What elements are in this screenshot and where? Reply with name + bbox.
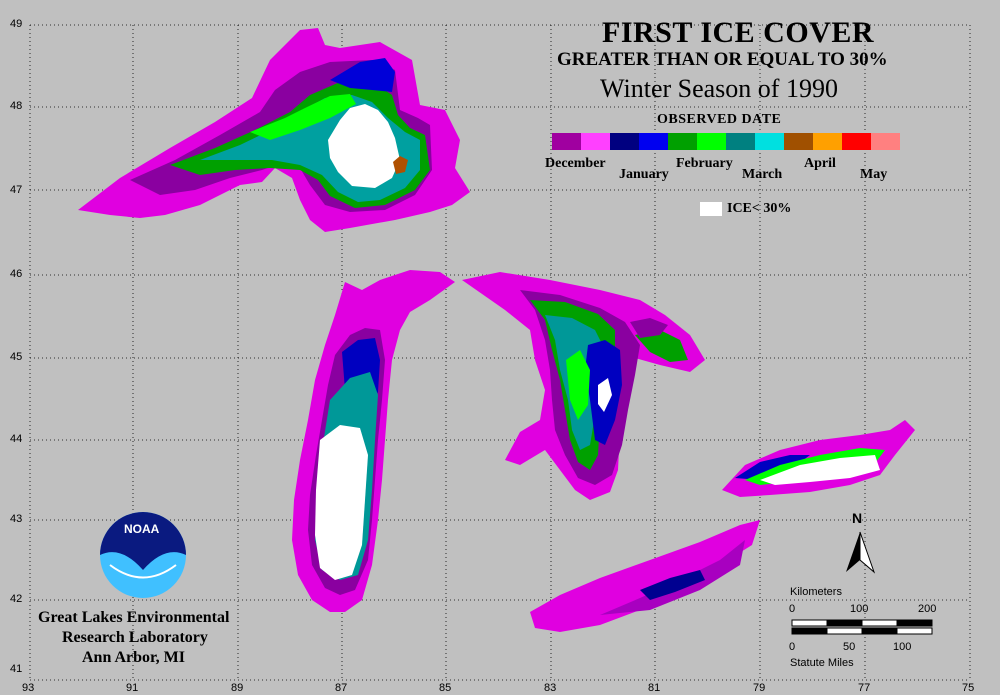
lon-tick: 93: [22, 682, 35, 694]
scale-km-tick: 200: [918, 603, 937, 615]
ice-lt-30-swatch: [700, 202, 722, 216]
legend-swatch: [784, 133, 813, 150]
legend-swatch: [581, 133, 610, 150]
ice-lt-30-label: ICE< 30%: [727, 201, 792, 216]
lon-tick: 81: [648, 682, 661, 694]
legend-swatch: [552, 133, 581, 150]
scale-mi-tick: 50: [843, 641, 856, 653]
legend-month-dec: December: [545, 156, 606, 171]
lon-tick: 85: [439, 682, 452, 694]
org-line-2: Research Laboratory: [62, 629, 208, 646]
legend-month-may: May: [860, 167, 888, 182]
lake-huron: [462, 272, 705, 500]
lat-tick: 43: [10, 513, 23, 525]
legend-swatch: [639, 133, 668, 150]
lake-ontario: [722, 420, 915, 497]
scale-km-tick: 100: [850, 603, 869, 615]
lat-tick: 44: [10, 433, 23, 445]
lat-tick: 47: [10, 184, 23, 196]
lon-tick: 79: [753, 682, 766, 694]
legend-swatch: [813, 133, 842, 150]
lon-tick: 83: [544, 682, 557, 694]
legend-month-apr: April: [804, 156, 836, 171]
lat-tick: 41: [10, 663, 23, 675]
scale-mi-label: Statute Miles: [790, 657, 854, 669]
legend-swatch: [610, 133, 639, 150]
scale-km-tick: 0: [789, 603, 796, 615]
org-line-1: Great Lakes Environmental: [38, 609, 230, 626]
season-label: Winter Season of 1990: [600, 74, 838, 103]
scale-mi-tick: 0: [789, 641, 796, 653]
legend-swatch: [842, 133, 871, 150]
legend-heading: OBSERVED DATE: [657, 112, 782, 127]
lat-tick: 46: [10, 268, 23, 280]
lat-tick: 45: [10, 351, 23, 363]
org-line-3: Ann Arbor, MI: [82, 649, 185, 666]
legend-swatch: [755, 133, 784, 150]
legend-swatch: [668, 133, 697, 150]
lake-superior: [78, 28, 470, 232]
noaa-logo-text: NOAA: [124, 522, 160, 536]
lon-tick: 77: [858, 682, 871, 694]
scale-km-label: Kilometers: [790, 586, 842, 598]
legend-swatch: [726, 133, 755, 150]
legend-month-mar: March: [742, 167, 783, 182]
legend-month-jan: January: [619, 167, 669, 182]
legend-month-feb: February: [676, 156, 733, 171]
lon-tick: 91: [126, 682, 139, 694]
lake-erie: [530, 520, 760, 632]
map-subtitle: GREATER THAN OR EQUAL TO 30%: [557, 49, 888, 70]
scale-mi-tick: 100: [893, 641, 912, 653]
north-arrow-icon: [846, 531, 876, 574]
legend-swatch: [871, 133, 900, 150]
legend-swatch: [697, 133, 726, 150]
lon-tick: 87: [335, 682, 348, 694]
north-label: N: [852, 510, 863, 526]
scale-bar: [791, 619, 933, 635]
lon-tick: 75: [962, 682, 975, 694]
lat-tick: 42: [10, 593, 23, 605]
map-title: FIRST ICE COVER: [602, 16, 875, 49]
legend-color-bar: [552, 133, 900, 150]
noaa-logo-icon: [100, 512, 186, 598]
lat-tick: 48: [10, 100, 23, 112]
lat-tick: 49: [10, 18, 23, 30]
lake-michigan: [292, 270, 455, 612]
lon-tick: 89: [231, 682, 244, 694]
